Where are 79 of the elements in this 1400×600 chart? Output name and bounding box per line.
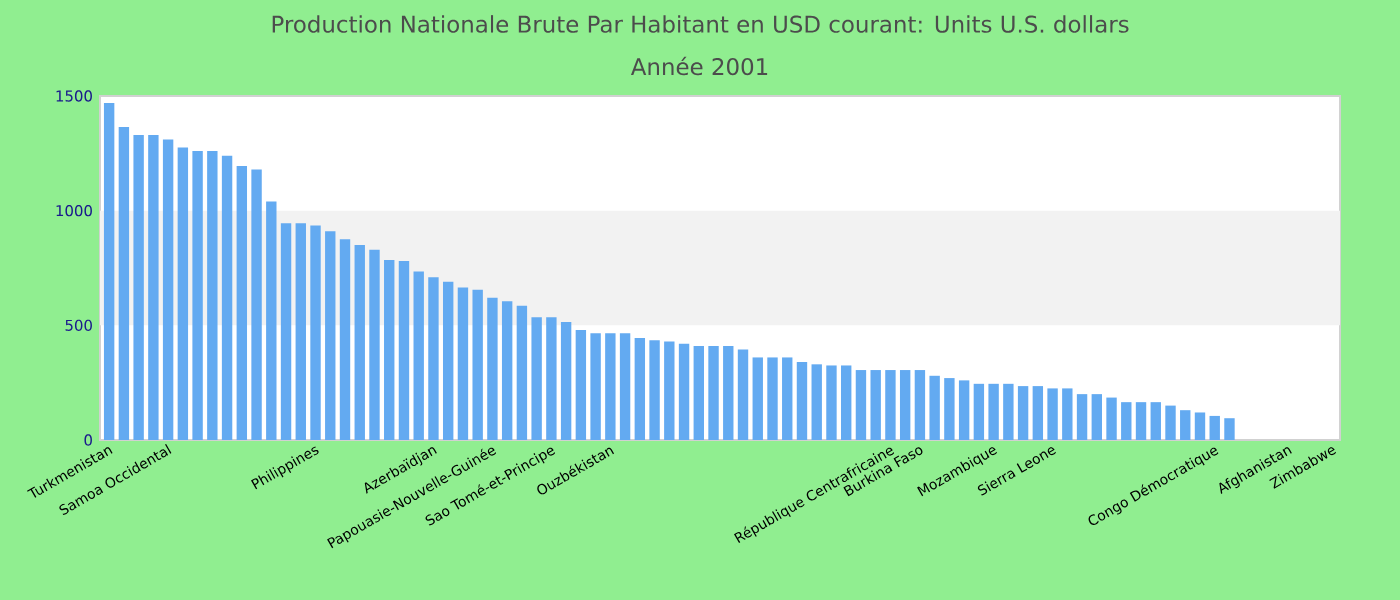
bar (590, 333, 601, 440)
bar (752, 357, 763, 440)
bar (1062, 388, 1073, 440)
bar (929, 375, 940, 440)
bar (118, 126, 130, 440)
bar (737, 349, 749, 440)
bar (177, 147, 189, 440)
bar (1194, 412, 1206, 440)
bar (103, 102, 115, 440)
bar (914, 370, 926, 440)
bar (1209, 415, 1220, 440)
bar (413, 271, 424, 440)
bar (266, 201, 277, 440)
chart-title: Production Nationale Brute Par Habitant en USD courant: Units U.S. dollars (272, 15, 1129, 33)
bar (973, 383, 985, 440)
bar (1180, 410, 1191, 440)
bar (236, 165, 248, 440)
bar (1047, 388, 1058, 440)
chart-subtitle: Année 2001 (630, 56, 768, 76)
bar (782, 357, 793, 440)
bar (723, 345, 734, 440)
bar (1091, 394, 1102, 440)
bar (192, 151, 203, 440)
bar (428, 277, 439, 440)
bar (457, 287, 469, 440)
bar (899, 370, 911, 440)
bar (1076, 394, 1088, 440)
bar (531, 317, 542, 440)
bar (634, 337, 646, 440)
bar (501, 301, 513, 440)
bar (619, 333, 631, 440)
bar (1150, 402, 1161, 440)
bar (693, 345, 704, 440)
bar (826, 365, 837, 440)
bar (870, 370, 881, 440)
bar (575, 329, 587, 440)
bar (560, 321, 572, 440)
bar (280, 223, 292, 440)
bar (251, 169, 262, 440)
bar (1032, 386, 1044, 440)
bar (310, 225, 321, 440)
bar (605, 333, 616, 440)
bar (325, 231, 336, 440)
bar (1165, 405, 1176, 440)
bar (295, 223, 306, 440)
bar (442, 281, 454, 440)
bar (1135, 402, 1147, 440)
bar (487, 297, 498, 440)
bar (398, 261, 410, 440)
bar (1017, 386, 1029, 440)
bar (516, 305, 528, 440)
bar (354, 245, 365, 440)
bar (148, 134, 159, 440)
bar (855, 370, 867, 440)
bar (1224, 418, 1235, 440)
bar (664, 341, 675, 440)
bar (958, 380, 970, 440)
bar (546, 317, 557, 440)
bar (339, 239, 351, 440)
bar (841, 365, 852, 440)
bar (207, 151, 218, 440)
bar (162, 139, 174, 440)
bar (384, 259, 395, 440)
bar (767, 357, 778, 440)
bar (1121, 402, 1132, 440)
bar (369, 249, 380, 440)
bar (1003, 383, 1014, 440)
bar (678, 343, 690, 440)
bar (811, 364, 822, 440)
bar (944, 378, 955, 440)
bar (796, 362, 808, 440)
bar (472, 289, 483, 440)
bar (988, 383, 999, 440)
bar (649, 340, 660, 440)
bar (1106, 397, 1117, 440)
bar (133, 134, 144, 440)
bar (221, 155, 233, 440)
bar (708, 345, 719, 440)
bar (885, 370, 896, 440)
